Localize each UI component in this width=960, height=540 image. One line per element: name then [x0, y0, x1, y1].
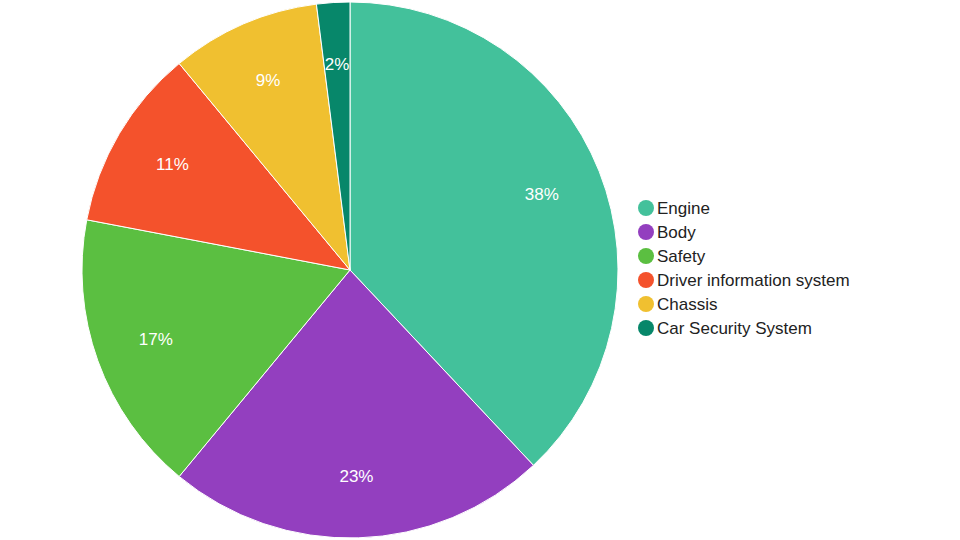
- legend-label: Body: [657, 223, 696, 242]
- data-label: 11%: [156, 155, 189, 174]
- data-labels: 38% 23% 17% 11% 9% 2%: [139, 55, 559, 486]
- legend-swatch: [638, 224, 654, 240]
- legend-swatch: [638, 272, 654, 288]
- legend-swatch: [638, 296, 654, 312]
- legend-label: Driver information system: [657, 271, 850, 290]
- data-label: 2%: [325, 55, 350, 74]
- slice: [316, 2, 350, 270]
- legend-label: Car Security System: [657, 319, 812, 338]
- legend-swatch: [638, 200, 654, 216]
- legend-label: Safety: [657, 247, 706, 266]
- data-label: 23%: [339, 467, 373, 486]
- chart: 38% 23% 17% 11% 9% 2% Engine Body Safety Driver i…: [0, 0, 960, 540]
- legend-swatch: [638, 248, 654, 264]
- legend-swatch: [638, 320, 654, 336]
- legend-label: Engine: [657, 199, 710, 218]
- data-label: 9%: [256, 71, 281, 90]
- slices: [82, 2, 618, 538]
- data-label: 17%: [139, 330, 173, 349]
- legend-label: Chassis: [657, 295, 717, 314]
- data-label: 38%: [525, 185, 559, 204]
- legend: Engine Body Safety Driver information syste…: [638, 199, 850, 338]
